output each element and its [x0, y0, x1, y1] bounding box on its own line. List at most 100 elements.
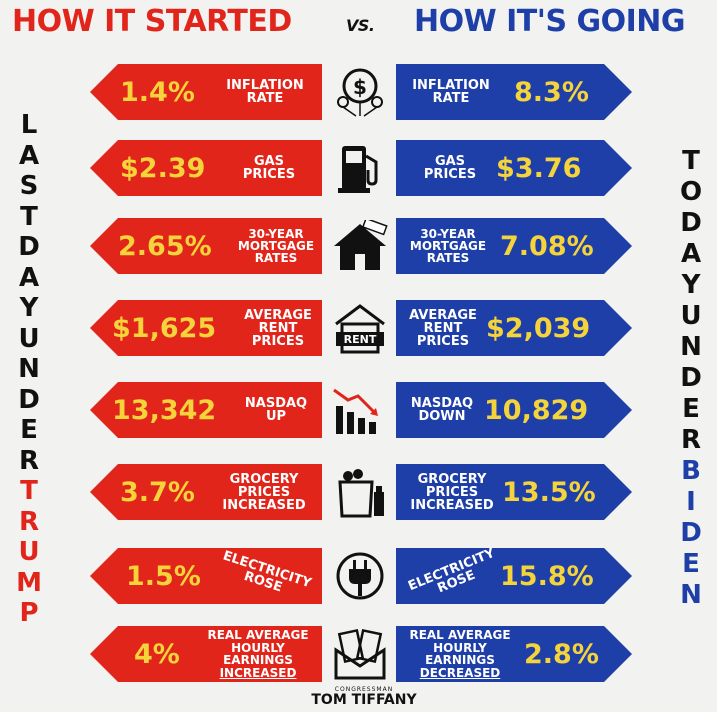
side-letter: R: [18, 445, 40, 476]
right-arrow: REAL AVERAGE HOURLY EARNINGS DECREASED 2…: [396, 626, 632, 682]
left-value: 4%: [134, 638, 180, 670]
label-line: NASDAQ: [244, 396, 308, 411]
right-label: GROCERY PRICES INCREASED: [404, 464, 500, 520]
right-value: 15.8%: [500, 560, 594, 592]
left-label: AVERAGE RENT PRICES: [236, 300, 320, 356]
left-label: NASDAQ UP: [236, 382, 316, 438]
left-value: 3.7%: [120, 476, 195, 508]
left-label: GROCERY PRICES INCREASED: [214, 464, 314, 520]
electric-plug-icon: [336, 552, 384, 600]
label-line: EARNINGS: [223, 653, 293, 667]
label-line: MORTGAGE: [409, 239, 487, 253]
side-letter: A: [680, 239, 702, 269]
svg-text:$: $: [353, 75, 367, 99]
label-line: MORTGAGE: [237, 239, 315, 253]
label-line: RATES: [254, 251, 298, 265]
side-letter: R: [18, 506, 40, 537]
label-line: RENT: [258, 320, 298, 336]
right-label: 30-YEAR MORTGAGE RATES: [402, 218, 494, 274]
side-letter: E: [20, 415, 38, 445]
side-letter: O: [679, 177, 703, 207]
side-letter: N: [18, 354, 40, 384]
right-value: $3.76: [496, 152, 582, 184]
label-line: RATE: [246, 91, 284, 106]
row-inflation: 1.4% INFLATION RATE $ INFLATION RATE 8.3…: [0, 64, 717, 120]
right-arrow: INFLATION RATE 8.3%: [396, 64, 632, 120]
grocery-bag-icon: [338, 469, 384, 518]
left-value: 1.5%: [126, 560, 201, 592]
right-label: REAL AVERAGE HOURLY EARNINGS DECREASED: [402, 626, 518, 682]
footer-name: TOM TIFFANY: [311, 692, 417, 708]
footer-credit: CONGRESSMAN TOM TIFFANY: [304, 686, 424, 708]
envelope-cash-icon: [334, 628, 386, 680]
right-arrow: GAS PRICES $3.76: [396, 140, 632, 196]
header-how-its-going: HOW IT'S GOING: [414, 4, 686, 39]
left-arrow: 3.7% GROCERY PRICES INCREASED: [90, 464, 322, 520]
right-arrow: ELECTRICITY ROSE 15.8%: [396, 548, 632, 604]
label-line: GAS: [253, 154, 285, 169]
left-arrow: 1.4% INFLATION RATE: [90, 64, 322, 120]
side-letter: E: [682, 394, 700, 424]
side-letter: A: [18, 140, 40, 171]
label-line: REAL AVERAGE: [409, 628, 511, 642]
right-value: 13.5%: [502, 476, 596, 508]
label-line: REAL AVERAGE: [207, 628, 309, 642]
row-hourly-earnings: 4% REAL AVERAGE HOURLY EARNINGS INCREASE…: [0, 626, 717, 682]
right-value: 7.08%: [500, 230, 594, 262]
row-mortgage-rates: 2.65% 30-YEAR MORTGAGE RATES 30-YEAR MOR…: [0, 218, 717, 274]
rent-icon-text: RENT: [344, 333, 377, 346]
label-line: AVERAGE: [409, 307, 477, 323]
left-label: GAS PRICES: [224, 140, 314, 196]
label-line: GROCERY: [417, 471, 487, 487]
label-line: 30-YEAR: [420, 227, 476, 241]
label-line: PRICES: [425, 484, 479, 500]
row-rent-prices: $1,625 AVERAGE RENT PRICES RENT AVERAGE …: [0, 300, 717, 356]
label-line: RENT: [423, 320, 463, 336]
label-line: HOURLY: [433, 640, 487, 655]
label-line: INCREASED: [222, 497, 306, 513]
label-line: 30-YEAR: [248, 227, 304, 241]
side-letter: T: [682, 146, 700, 176]
left-arrow: $1,625 AVERAGE RENT PRICES: [90, 300, 322, 356]
label-line: INFLATION: [412, 78, 490, 93]
right-value: 10,829: [484, 394, 589, 426]
right-arrow: 30-YEAR MORTGAGE RATES 7.08%: [396, 218, 632, 274]
label-line: NASDAQ: [410, 396, 474, 411]
header-how-it-started: HOW IT STARTED: [12, 4, 292, 39]
left-value: $1,625: [112, 312, 217, 344]
side-letter: I: [686, 487, 696, 517]
side-letter: E: [682, 549, 700, 579]
label-line: PRICES: [416, 333, 470, 349]
side-letter: S: [19, 171, 39, 201]
label-line: UP: [265, 409, 287, 424]
right-arrow: GROCERY PRICES INCREASED 13.5%: [396, 464, 632, 520]
left-label: 30-YEAR MORTGAGE RATES: [230, 218, 322, 274]
row-nasdaq: 13,342 NASDAQ UP NASDAQ DOWN 10,829: [0, 382, 717, 438]
side-letter: B: [681, 456, 701, 486]
left-arrow: 2.65% 30-YEAR MORTGAGE RATES: [90, 218, 322, 274]
left-value: 2.65%: [118, 230, 212, 262]
rent-house-icon: RENT: [335, 304, 385, 354]
left-arrow: 1.5% ELECTRICITY ROSE: [90, 548, 322, 604]
label-line: PRICES: [251, 333, 305, 349]
side-letter: A: [18, 262, 40, 293]
label-line: PRICES: [423, 167, 477, 182]
side-letter: D: [18, 384, 40, 415]
footer-title: CONGRESSMAN: [334, 686, 394, 693]
left-value: $2.39: [120, 152, 206, 184]
gas-pump-icon: [338, 146, 378, 193]
label-line: INFLATION: [226, 78, 304, 93]
left-arrow: 13,342 NASDAQ UP: [90, 382, 322, 438]
label-line: RATES: [426, 251, 470, 265]
side-letter: T: [20, 201, 38, 232]
label-line: INCREASED: [410, 497, 494, 513]
side-letter: D: [18, 232, 40, 262]
side-letter: L: [20, 110, 38, 140]
